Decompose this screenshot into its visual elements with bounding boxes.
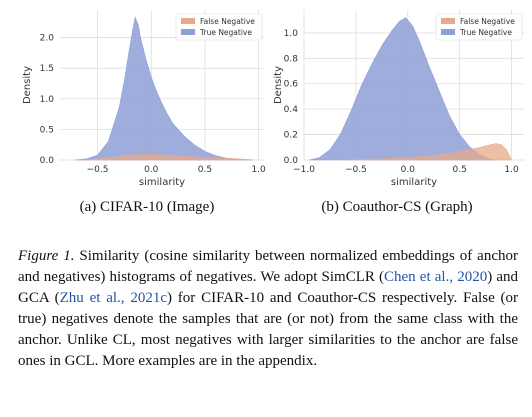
y-tick-label: 0.5 bbox=[40, 125, 54, 135]
subcaption-b: (b) Coauthor-CS (Graph) bbox=[321, 199, 473, 215]
x-tick-label: 1.0 bbox=[251, 165, 266, 175]
y-tick-label: 1.0 bbox=[284, 29, 299, 39]
y-axis-label: Density bbox=[22, 66, 33, 104]
citation-link-zhu[interactable]: Zhu et al., 2021c bbox=[59, 290, 167, 306]
caption-text-1: Similarity (cosine similarity between no… bbox=[18, 248, 518, 285]
legend: False Negative True Negative bbox=[175, 13, 263, 41]
y-tick-label: 0.0 bbox=[284, 156, 299, 166]
y-tick-label: 0.0 bbox=[40, 156, 55, 166]
legend-label: True Negative bbox=[199, 28, 252, 37]
x-tick-label: 0.0 bbox=[401, 165, 416, 175]
x-tick-label: 1.0 bbox=[504, 165, 519, 175]
x-tick-label: 0.5 bbox=[452, 165, 466, 175]
caption-text-2: ) and GCA ( bbox=[18, 269, 518, 306]
x-tick-label: −0.5 bbox=[345, 165, 367, 175]
y-tick-label: 2.0 bbox=[40, 34, 55, 44]
y-tick-label: 0.2 bbox=[284, 131, 298, 141]
x-tick-label: −1.0 bbox=[293, 165, 315, 175]
legend-swatch bbox=[181, 29, 195, 35]
series-true-negative bbox=[73, 16, 254, 161]
y-tick-label: 1.5 bbox=[40, 64, 54, 74]
y-tick-label: 0.4 bbox=[284, 105, 299, 115]
chart-coauthor-cs-svg: −1.0 −0.5 0.0 0.5 1.0 0.0 0.2 0.4 0.6 0.8 1.0 simil… bbox=[273, 10, 524, 188]
legend: False Negative True Negative bbox=[435, 13, 523, 41]
legend-label: False Negative bbox=[460, 17, 515, 26]
figure-caption: Figure 1. Similarity (cosine similarity … bbox=[18, 246, 518, 372]
legend-box bbox=[175, 13, 263, 41]
legend-swatch bbox=[441, 18, 455, 24]
x-axis-label: similarity bbox=[139, 177, 185, 188]
citation-link-chen[interactable]: Chen et al., 2020 bbox=[384, 269, 488, 285]
y-tick-label: 0.8 bbox=[284, 54, 299, 64]
figure-label: Figure 1. bbox=[18, 248, 75, 264]
y-tick-label: 1.0 bbox=[40, 95, 55, 105]
x-tick-label: 0.0 bbox=[144, 165, 159, 175]
legend-swatch bbox=[181, 18, 195, 24]
legend-swatch bbox=[441, 29, 455, 35]
chart-cifar10: −0.5 0.0 0.5 1.0 0.0 0.5 1.0 1.5 2.0 similarity De… bbox=[8, 6, 266, 199]
x-axis-label: similarity bbox=[391, 177, 437, 188]
legend-label: True Negative bbox=[459, 28, 512, 37]
caption-text-3: ) for CIFAR-10 and Coauthor-CS respectiv… bbox=[18, 290, 519, 369]
series-false-negative bbox=[76, 154, 254, 161]
legend-box bbox=[435, 13, 523, 41]
x-tick-label: 0.5 bbox=[198, 165, 212, 175]
y-tick-label: 0.6 bbox=[284, 80, 299, 90]
chart-coauthor-cs: −1.0 −0.5 0.0 0.5 1.0 0.0 0.2 0.4 0.6 0.8 1.0 simil… bbox=[272, 6, 530, 199]
legend-label: False Negative bbox=[200, 17, 255, 26]
x-tick-label: −0.5 bbox=[87, 165, 109, 175]
series-false-negative bbox=[345, 143, 512, 161]
subcaption-a: (a) CIFAR-10 (Image) bbox=[79, 199, 215, 215]
y-axis-label: Density bbox=[273, 66, 284, 104]
chart-cifar10-svg: −0.5 0.0 0.5 1.0 0.0 0.5 1.0 1.5 2.0 similarity De… bbox=[22, 10, 266, 188]
